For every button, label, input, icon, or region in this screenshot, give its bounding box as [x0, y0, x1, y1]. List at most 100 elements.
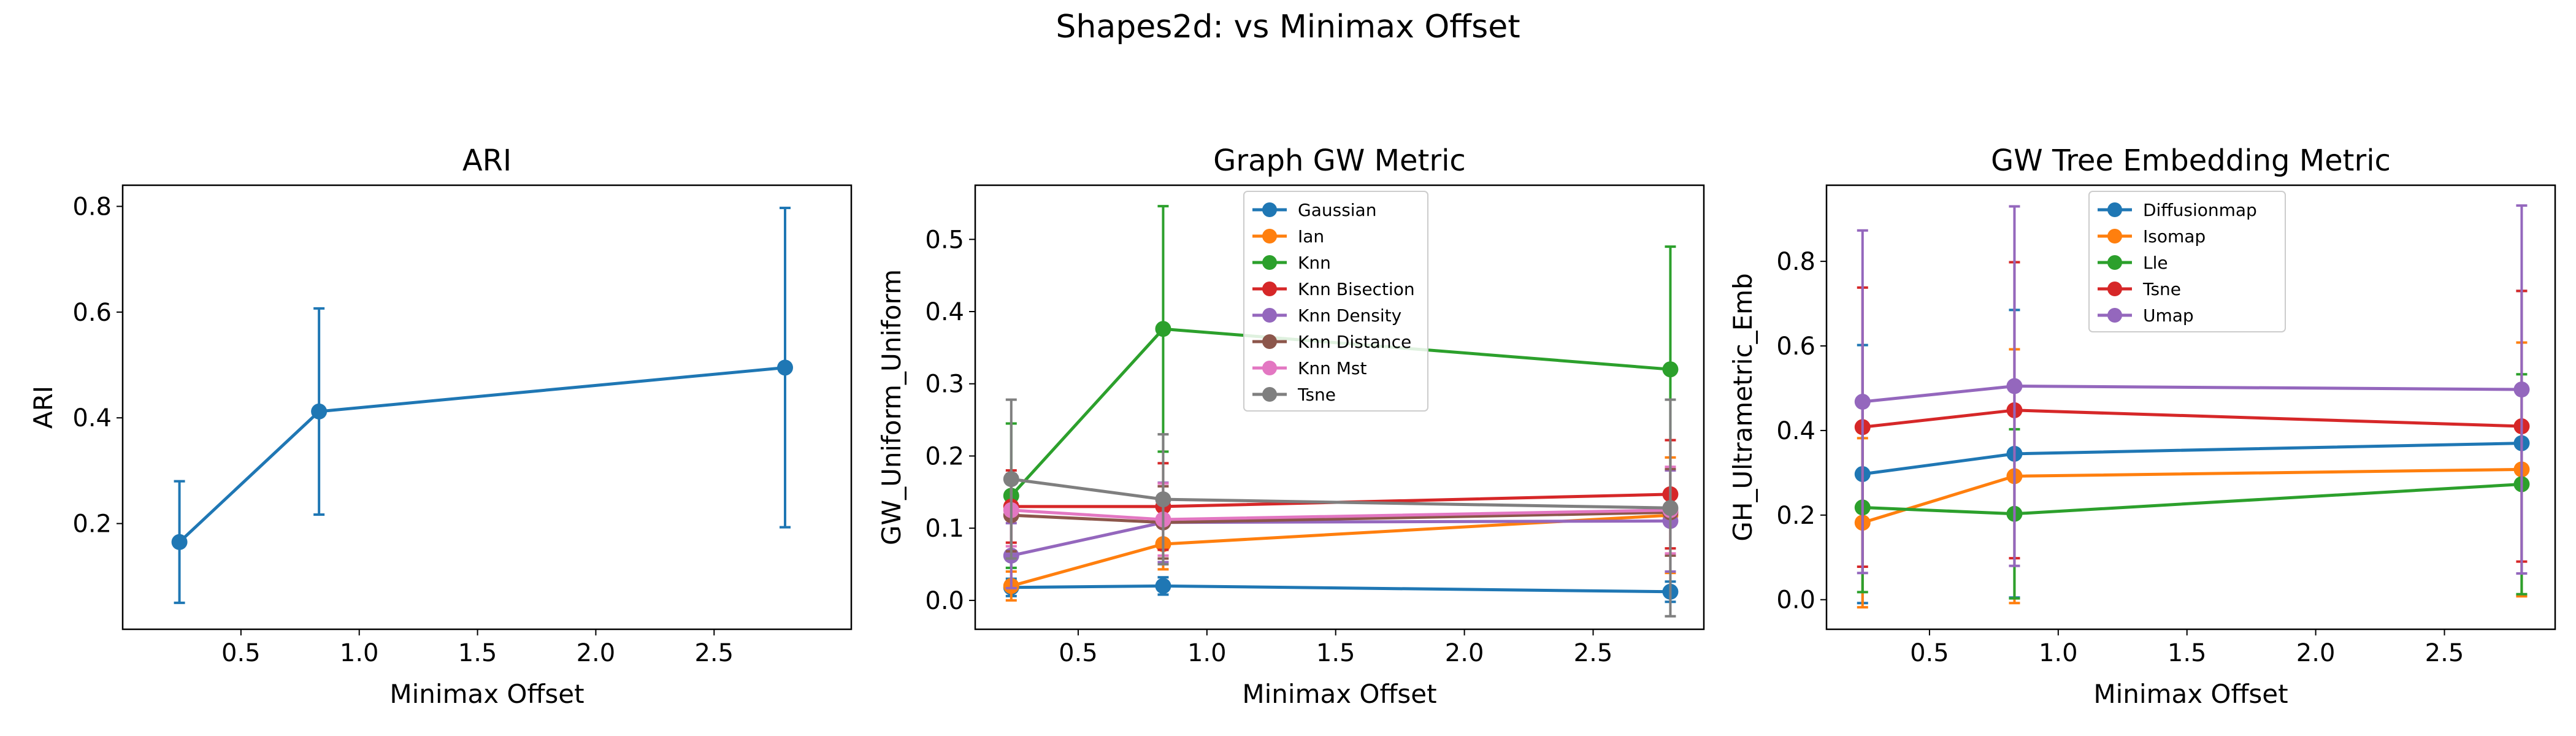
- data-point: [777, 359, 793, 376]
- data-point: [1662, 361, 1679, 378]
- legend-marker: [1262, 308, 1277, 323]
- legend-label: Isomap: [2143, 226, 2206, 247]
- legend-entry: Diffusionmap: [2098, 200, 2257, 220]
- data-point: [1003, 471, 1019, 488]
- legend-label: Tsne: [1297, 385, 1336, 405]
- chart-panel-3: GW Tree Embedding Metric 0.5 1.0 1.5 2.0 2.5 0…: [1728, 144, 2556, 709]
- y-tick-label: 0.2: [925, 442, 964, 470]
- legend-label: Diffusionmap: [2143, 200, 2257, 220]
- legend-marker: [2107, 308, 2122, 323]
- data-point: [1155, 491, 1171, 508]
- plot-frame: [974, 184, 1705, 631]
- legend-entry: Knn Mst: [1252, 358, 1367, 378]
- y-tick-label: 0.0: [1776, 586, 1815, 615]
- series-diffusionmap: [1854, 289, 2530, 605]
- x-tick-label: 0.5: [1059, 639, 1098, 667]
- legend-entry: Tsne: [2098, 279, 2181, 299]
- data-point: [1854, 394, 1871, 410]
- y-tick-label: 0.8: [72, 193, 112, 221]
- legend-entry: Gaussian: [1252, 200, 1376, 220]
- series-umap: [1854, 204, 2530, 575]
- figure-suptitle: Shapes2d: vs Minimax Offset: [1056, 9, 1520, 45]
- series-line: [1011, 519, 1671, 558]
- legend-label: Knn: [1298, 253, 1331, 273]
- x-tick-label: 1.5: [2168, 639, 2207, 667]
- series-line: [1011, 477, 1671, 510]
- x-tick-label: 2.0: [577, 639, 616, 667]
- data-point: [311, 403, 328, 420]
- x-tick-label: 1.5: [1316, 639, 1355, 667]
- legend-entry: Knn Bisection: [1252, 279, 1415, 299]
- legend-marker: [1262, 229, 1277, 243]
- legend-label: Knn Density: [1298, 305, 1401, 326]
- legend-marker: [1262, 334, 1277, 349]
- legend-label: Ian: [1298, 226, 1324, 247]
- x-tick-label: 2.0: [1445, 639, 1484, 667]
- legend-entry: Knn: [1252, 253, 1331, 273]
- legend-marker: [2107, 282, 2122, 296]
- y-tick-label: 0.4: [925, 298, 964, 326]
- series-line: [1011, 584, 1671, 594]
- y-tick-label: 0.2: [72, 510, 112, 539]
- series-knn-distance: [1003, 467, 1679, 560]
- series-knn-density: [1003, 469, 1679, 589]
- legend-marker: [2107, 202, 2122, 217]
- x-tick-label: 2.5: [2425, 639, 2464, 667]
- legend-entry: Ian: [1252, 226, 1324, 247]
- x-tick-label: 1.5: [458, 639, 497, 667]
- legend-entry: Lle: [2098, 253, 2168, 273]
- series-isomap: [1854, 341, 2530, 609]
- y-tick-label: 0.3: [925, 370, 964, 399]
- legend-marker: [1262, 282, 1277, 296]
- series-line: [1862, 408, 2522, 429]
- data-point: [171, 534, 188, 550]
- series-ian: [1003, 456, 1679, 602]
- series-line: [1862, 467, 2522, 524]
- y-axis-label: GH_Ultrametric_Emb: [1728, 273, 1758, 541]
- x-tick-label: 0.5: [1910, 639, 1949, 667]
- series-gaussian: [1003, 576, 1679, 604]
- y-axis-label: ARI: [28, 386, 58, 429]
- x-axis-label: Minimax Offset: [389, 679, 584, 709]
- x-tick-label: 1.0: [1187, 639, 1227, 667]
- legend-marker: [2107, 229, 2122, 243]
- chart-panel-2: Graph GW Metric 0.5 1.0 1.5 2.0 2.5 0.0 0.1 0.2 0…: [876, 144, 1705, 709]
- data-point: [2006, 378, 2023, 394]
- x-axis-label: Minimax Offset: [2093, 679, 2288, 709]
- legend-label: Knn Bisection: [1298, 279, 1415, 299]
- legend-marker: [1262, 202, 1277, 217]
- chart-title: ARI: [462, 144, 512, 178]
- legend-box: [2088, 191, 2286, 332]
- series-main: [171, 207, 793, 604]
- plot-frame: [1825, 184, 2556, 631]
- legend-entry: Knn Distance: [1252, 332, 1411, 352]
- y-tick-label: 0.2: [1776, 502, 1815, 530]
- legend: Gaussian Ian Knn Knn Bisection Knn Density Kn…: [1243, 191, 1428, 412]
- legend-marker: [2107, 255, 2122, 270]
- x-tick-label: 2.5: [694, 639, 734, 667]
- legend-label: Tsne: [2142, 279, 2181, 299]
- x-tick-label: 2.5: [1574, 639, 1613, 667]
- series-line: [1862, 385, 2522, 404]
- data-point: [2513, 381, 2530, 398]
- y-tick-label: 0.6: [72, 299, 112, 327]
- legend-label: Knn Distance: [1298, 332, 1411, 352]
- series-line: [178, 366, 786, 543]
- legend: Diffusionmap Isomap Lle Tsne Umap: [2088, 191, 2286, 332]
- legend-entry: Isomap: [2098, 226, 2206, 247]
- legend-entry: Knn Density: [1252, 305, 1401, 326]
- y-tick-label: 0.8: [1776, 248, 1815, 276]
- series-line: [1011, 513, 1671, 588]
- legend-marker: [1262, 361, 1277, 375]
- legend-label: Knn Mst: [1298, 358, 1367, 378]
- legend-label: Lle: [2143, 253, 2168, 273]
- legend-marker: [1262, 255, 1277, 270]
- legend-entry: Tsne: [1252, 385, 1336, 405]
- x-tick-label: 1.0: [340, 639, 379, 667]
- legend-label: Gaussian: [1298, 200, 1376, 220]
- legend-label: Umap: [2143, 305, 2194, 326]
- legend-entry: Umap: [2098, 305, 2194, 326]
- series-tsne: [1003, 398, 1679, 618]
